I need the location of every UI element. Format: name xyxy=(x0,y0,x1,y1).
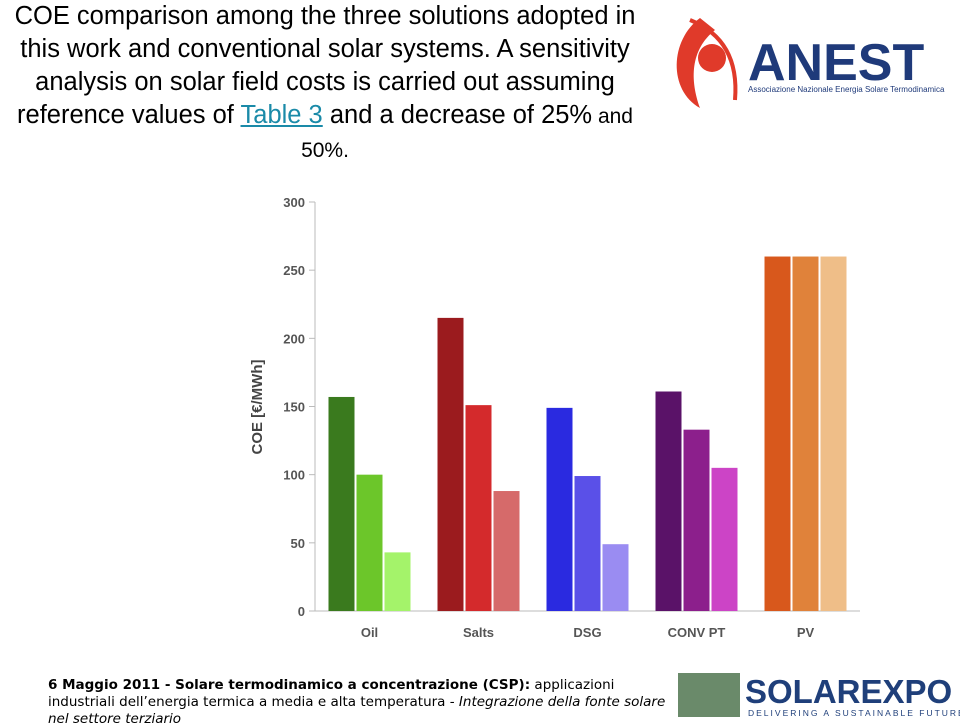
footer: 6 Maggio 2011 - Solare termodinamico a c… xyxy=(48,677,668,728)
y-tick-label: 100 xyxy=(283,468,305,483)
slide-title: COE comparison among the three solutions… xyxy=(0,0,650,167)
bar xyxy=(328,396,355,611)
logo-subtext: Associazione Nazionale Energia Solare Te… xyxy=(748,85,945,94)
bar xyxy=(384,552,411,611)
x-tick-label: Oil xyxy=(361,625,378,640)
bar xyxy=(356,474,383,611)
y-tick-label: 150 xyxy=(283,400,305,415)
logo-subtext: DELIVERING A SUSTAINABLE FUTURE xyxy=(748,708,960,718)
bar xyxy=(574,476,601,611)
bar xyxy=(792,256,819,611)
x-tick-label: DSG xyxy=(573,625,601,640)
bar xyxy=(546,407,573,611)
x-tick-label: CONV PT xyxy=(668,625,726,640)
y-tick-label: 200 xyxy=(283,331,305,346)
bar xyxy=(493,491,520,611)
logo-image xyxy=(678,673,740,717)
bar xyxy=(655,391,682,611)
bar xyxy=(683,429,710,611)
logo-shape xyxy=(676,18,715,108)
bar xyxy=(465,405,492,611)
y-axis-label: COE [€/MWh] xyxy=(249,360,266,455)
footer-text: 6 Maggio 2011 - Solare termodinamico a c… xyxy=(48,677,531,693)
y-tick-label: 50 xyxy=(291,536,305,551)
table-link[interactable]: Table 3 xyxy=(240,101,323,129)
bar xyxy=(820,256,847,611)
y-tick-label: 0 xyxy=(298,604,305,619)
bar xyxy=(764,256,791,611)
y-tick-label: 300 xyxy=(283,195,305,210)
title-text: and a decrease of 25% xyxy=(322,101,593,129)
solarexpo-logo: SOLAREXPO DELIVERING A SUSTAINABLE FUTUR… xyxy=(678,673,960,718)
logo-text: SOLAREXPO xyxy=(745,673,952,710)
title-text: COE comparison among the three solutions… xyxy=(14,2,636,129)
footer-text: applicazioni industriali dell’energia te… xyxy=(48,677,615,710)
logo-shape xyxy=(689,18,738,101)
bar xyxy=(437,317,464,611)
bar xyxy=(711,467,738,611)
logo-text: ANEST xyxy=(748,34,924,92)
x-tick-label: Salts xyxy=(463,625,494,640)
bar xyxy=(602,544,629,611)
x-tick-label: PV xyxy=(797,625,815,640)
footer-text: Integrazione della fonte solare nel sett… xyxy=(48,694,666,727)
logo-shape xyxy=(698,44,726,72)
y-tick-label: 250 xyxy=(283,263,305,278)
title-text: and 50%. xyxy=(301,105,633,162)
anest-logo: ANEST Associazione Nazionale Energia Sol… xyxy=(676,18,945,108)
